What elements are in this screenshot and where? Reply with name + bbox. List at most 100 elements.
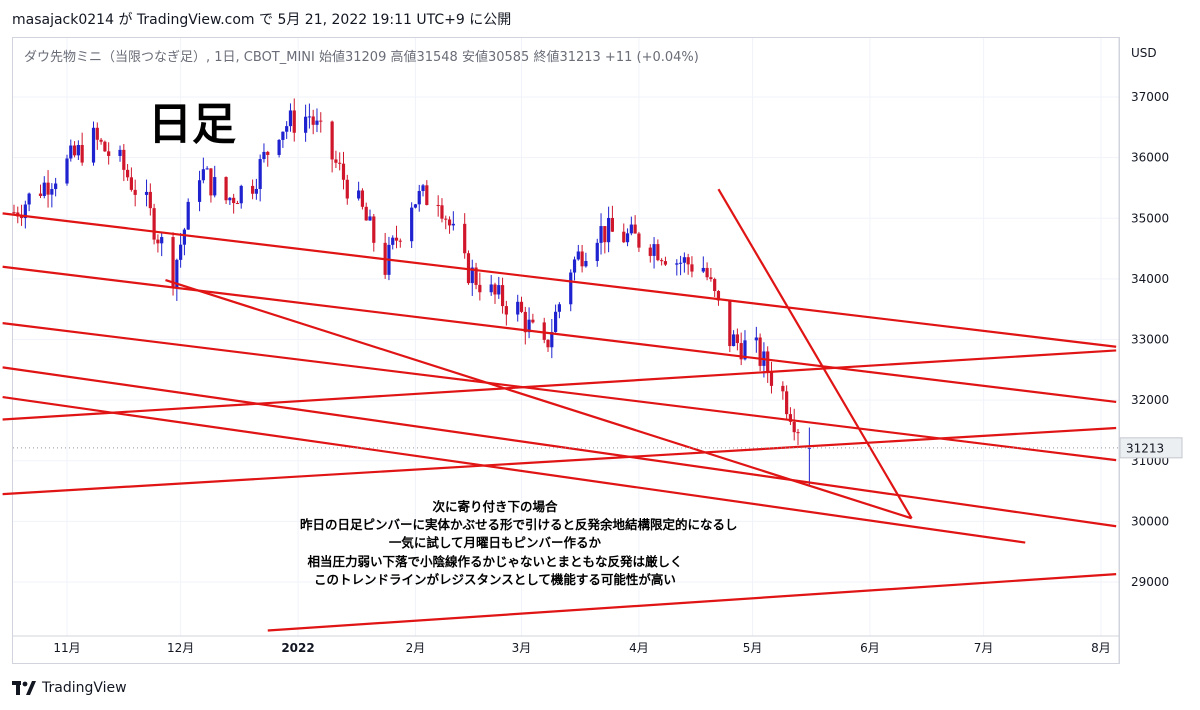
candle-body bbox=[76, 145, 80, 156]
candle-body bbox=[516, 301, 520, 315]
candle-body bbox=[205, 168, 209, 170]
candle-body bbox=[23, 204, 27, 219]
candle-body bbox=[235, 203, 240, 205]
candle-body bbox=[224, 177, 228, 201]
candle-body bbox=[569, 272, 573, 305]
candle-body bbox=[144, 191, 149, 195]
candle-body bbox=[470, 267, 474, 284]
candle-body bbox=[65, 158, 69, 184]
candle-body bbox=[391, 237, 395, 245]
candle-body bbox=[394, 237, 399, 241]
candles bbox=[12, 98, 811, 486]
candle-body bbox=[38, 193, 43, 196]
candle-body bbox=[410, 207, 414, 242]
symbol-info: ダウ先物ミニ（当限つなぎ足）, 1日, CBOT_MINI 始値31209 高値… bbox=[24, 50, 699, 65]
candle-body bbox=[709, 277, 713, 280]
candle-body bbox=[500, 285, 505, 307]
candle-body bbox=[546, 339, 550, 348]
candle-body bbox=[364, 206, 368, 221]
candle-body bbox=[182, 229, 187, 245]
candle-body bbox=[788, 414, 793, 422]
time-tick-label: 12月 bbox=[167, 641, 194, 655]
candle-body bbox=[705, 267, 709, 278]
candle-body bbox=[186, 201, 190, 230]
candle-body bbox=[766, 351, 770, 373]
candle-body bbox=[304, 116, 308, 133]
candle-body bbox=[103, 141, 107, 152]
candle-body bbox=[785, 391, 789, 415]
brand-name[interactable]: TradingView bbox=[42, 680, 127, 696]
price-axis: USD2900030000310003200033000340003500036… bbox=[1118, 37, 1169, 664]
last-price-value: 31213 bbox=[1126, 441, 1164, 455]
candle-body bbox=[572, 259, 577, 273]
candle-body bbox=[417, 191, 421, 205]
price-tick-label: 33000 bbox=[1131, 333, 1169, 347]
candle-body bbox=[12, 212, 16, 214]
candle-body bbox=[72, 145, 77, 156]
candle-body bbox=[675, 263, 679, 265]
last-price-tag bbox=[1119, 437, 1183, 459]
candle-body bbox=[607, 217, 611, 243]
trendline bbox=[2, 322, 1117, 462]
candle-body bbox=[91, 127, 96, 163]
candle-body bbox=[250, 185, 255, 194]
tradingview-logo-icon bbox=[12, 681, 36, 695]
candle-body bbox=[557, 304, 561, 312]
candle-body bbox=[504, 306, 508, 315]
candle-body bbox=[489, 284, 493, 293]
candle-body bbox=[213, 177, 217, 196]
candle-body bbox=[281, 131, 285, 140]
candle-body bbox=[743, 340, 747, 360]
candle-body bbox=[232, 197, 236, 204]
price-tick-label: 29000 bbox=[1131, 575, 1169, 589]
candle-body bbox=[122, 149, 126, 170]
candle-body bbox=[398, 240, 402, 242]
candle-body bbox=[133, 189, 137, 195]
candle-body bbox=[682, 257, 686, 263]
currency-label: USD bbox=[1131, 46, 1157, 60]
annotation-line: 次に寄り付き下の場合 bbox=[432, 499, 558, 514]
timeframe-label: 日足 bbox=[148, 99, 236, 150]
candle-body bbox=[584, 261, 588, 267]
time-tick-label: 7月 bbox=[974, 641, 994, 655]
annotation-note: 次に寄り付き下の場合 昨日の日足ピンバーに実体かぶせる形で引けると反発余地結構限… bbox=[300, 498, 738, 589]
candle-body bbox=[197, 180, 202, 202]
candle-body bbox=[156, 239, 160, 244]
trendline bbox=[717, 188, 913, 519]
trendline bbox=[2, 396, 1026, 544]
candle-body bbox=[656, 244, 660, 261]
candle-body bbox=[796, 432, 800, 434]
candle-body bbox=[292, 110, 296, 133]
candle-body bbox=[440, 205, 444, 219]
candle-body bbox=[341, 163, 346, 180]
candle-body bbox=[69, 145, 73, 159]
candle-body bbox=[553, 311, 558, 333]
candle-body bbox=[99, 139, 103, 142]
trendline bbox=[2, 426, 1117, 496]
trendline bbox=[2, 265, 1117, 404]
time-tick-label: 5月 bbox=[743, 641, 763, 655]
candle-body bbox=[345, 179, 349, 199]
candle-body bbox=[80, 145, 84, 163]
annotation-line: 相当圧力弱い下落で小陰線作るかじゃないとまともな反発は厳しく bbox=[307, 553, 683, 569]
candle-body bbox=[357, 190, 361, 199]
price-tick-label: 34000 bbox=[1131, 272, 1169, 286]
candle-body bbox=[54, 183, 58, 190]
annotation-line: このトレンドラインがレジスタンスとして機能する可能性が高い bbox=[314, 571, 676, 587]
annotation-line: 一気に試して月曜日もピンバー作るか bbox=[388, 535, 602, 551]
candle-body bbox=[19, 216, 24, 219]
price-tick-label: 32000 bbox=[1131, 393, 1169, 407]
candle-body bbox=[152, 208, 156, 240]
candle-body bbox=[338, 162, 342, 164]
time-tick-label: 4月 bbox=[629, 641, 649, 655]
candle-body bbox=[603, 226, 607, 243]
candle-body bbox=[413, 204, 418, 208]
candle-body bbox=[209, 168, 213, 196]
candle-body bbox=[436, 204, 440, 206]
candle-body bbox=[754, 337, 758, 341]
price-tick-label: 35000 bbox=[1131, 211, 1169, 225]
candle-body bbox=[610, 217, 615, 232]
candle-body bbox=[126, 169, 130, 178]
last-price-marker: 31213 bbox=[13, 437, 1183, 459]
